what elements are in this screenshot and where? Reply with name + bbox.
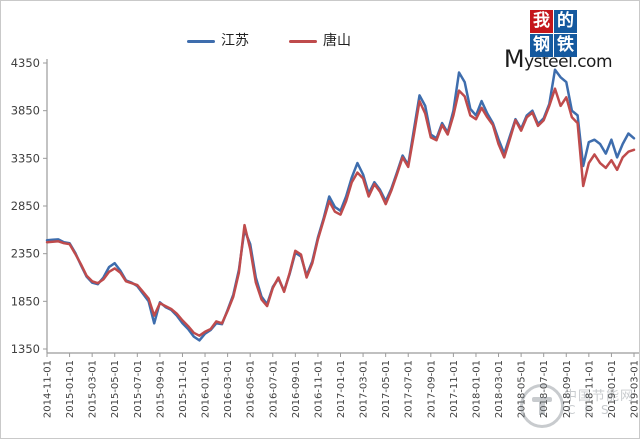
x-axis-tick-label: 2015-01-01 (65, 360, 76, 418)
mysteel-domain-m: M (503, 45, 525, 73)
watermark-circle-icon (520, 384, 564, 428)
x-axis-tick-label: 2015-03-01 (88, 360, 99, 418)
x-axis-tick-label: 2018-11-01 (584, 360, 595, 418)
legend: 江苏 唐山 (187, 34, 351, 48)
watermark-cesn: 中国节能网 CES (514, 378, 639, 438)
x-axis-tick-label: 2015-11-01 (178, 360, 189, 418)
tangshan-line-swatch-icon (289, 39, 317, 43)
x-axis-tick-label: 2015-05-01 (110, 360, 121, 418)
x-axis-tick-label: 2019-03-01 (630, 360, 640, 418)
y-axis-tick-label: 3850 (11, 104, 40, 118)
x-axis-tick-label: 2017-01-01 (336, 360, 347, 418)
x-axis-tick-label: 2016-01-01 (201, 360, 212, 418)
x-axis-tick-label: 2015-09-01 (155, 360, 166, 418)
x-axis-tick-label: 2016-11-01 (313, 360, 324, 418)
x-axis-tick-label: 2017-09-01 (426, 360, 437, 418)
legend-label-tangshan: 唐山 (323, 33, 351, 49)
legend-item-tangshan: 唐山 (289, 34, 351, 48)
y-axis-tick-label: 2350 (11, 247, 40, 261)
x-axis-tick-label: 2019-01-01 (607, 360, 618, 418)
x-axis-tick-label: 2018-09-01 (562, 360, 573, 418)
y-axis-tick-label: 1850 (11, 294, 40, 308)
legend-item-jiangsu: 江苏 (187, 34, 249, 48)
x-axis-tick-label: 2017-05-01 (381, 360, 392, 418)
logo-char-tie: 铁 (554, 34, 577, 57)
y-axis-tick-label: 1350 (11, 342, 40, 356)
x-axis-tick-label: 2016-05-01 (246, 360, 257, 418)
x-axis-tick-label: 2018-05-01 (517, 360, 528, 418)
x-axis-tick-label: 2018-01-01 (471, 360, 482, 418)
x-axis-tick-label: 2014-11-01 (43, 360, 54, 418)
x-axis-tick-label: 2017-03-01 (359, 360, 370, 418)
y-axis-tick-label: 2850 (11, 199, 40, 213)
y-axis-tick-label: 3350 (11, 151, 40, 165)
x-axis-tick-label: 2018-03-01 (494, 360, 505, 418)
mysteel-domain-rest: ysteel.com (524, 52, 612, 72)
watermark-glyph-icon (532, 397, 552, 415)
mysteel-logo: 我 的 钢 铁 (530, 10, 577, 57)
x-axis-tick-label: 2016-03-01 (223, 360, 234, 418)
legend-label-jiangsu: 江苏 (221, 33, 249, 49)
x-axis-tick-label: 2015-07-01 (133, 360, 144, 418)
jiangsu-line-swatch-icon (187, 39, 215, 43)
series-line-tangshan (45, 87, 636, 337)
y-axis-tick-label: 4350 (11, 56, 40, 70)
logo-char-de: 的 (554, 10, 577, 33)
x-axis-tick-label: 2017-07-01 (404, 360, 415, 418)
watermark-text-en: CES (567, 403, 618, 417)
series-line-jiangsu (45, 68, 636, 342)
x-axis-tick-label: 2017-11-01 (449, 360, 460, 418)
x-axis-tick-label: 2016-09-01 (291, 360, 302, 418)
logo-char-gang: 钢 (530, 34, 553, 57)
watermark-text-cn: 中国节能网 (564, 389, 635, 404)
mysteel-domain-text: Mysteel.com (503, 45, 613, 73)
x-axis-tick-label: 2016-07-01 (268, 360, 279, 418)
logo-char-wo: 我 (530, 10, 553, 33)
